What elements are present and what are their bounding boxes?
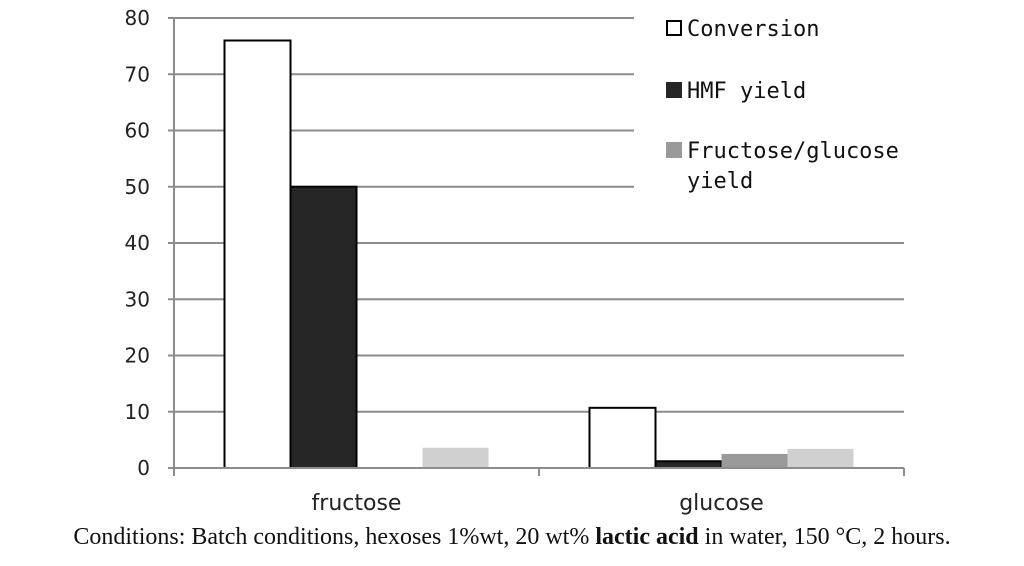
axes: 0 10 20 30 40 50 60 70 80 fructose glucose [125, 6, 905, 516]
y-tick-label-60: 60 [125, 119, 150, 143]
y-tick-label-40: 40 [125, 231, 150, 255]
bar-glucose-series-2 [654, 460, 723, 469]
legend: Conversion HMF yield Fructose/glucose yield [666, 17, 899, 194]
caption-text-start: Conditions: Batch conditions, hexoses 1%… [73, 524, 596, 550]
legend-label-3: Fructose/glucose [687, 139, 899, 164]
chart-caption: Conditions: Batch conditions, hexoses 1%… [0, 524, 1024, 551]
y-tick-label-10: 10 [125, 400, 150, 424]
bar-fructose-series-4 [422, 447, 489, 468]
caption-text-end: in water, 150 °C, 2 hours. [698, 524, 951, 550]
bars [223, 39, 854, 469]
y-tick-label-80: 80 [125, 6, 150, 30]
bar-glucose-series-3 [721, 453, 788, 468]
bar-fructose-series-2 [289, 185, 358, 469]
caption-bold-text: lactic acid [595, 524, 699, 550]
bar-chart: 0 10 20 30 40 50 60 70 80 fructose glucose Convers… [124, 6, 920, 516]
bar-glucose-series-4 [787, 448, 854, 468]
legend-label-3-line-2: yield [687, 169, 753, 194]
legend-swatch-1 [666, 20, 682, 36]
y-tick-label-70: 70 [125, 62, 150, 86]
legend-box [634, 10, 920, 202]
legend-label-2: HMF yield [687, 79, 806, 104]
legend-swatch-2 [666, 82, 682, 98]
y-tick-label-20: 20 [125, 344, 150, 368]
legend-label-1: Conversion [687, 17, 819, 42]
legend-swatch-3 [666, 142, 682, 158]
y-tick-label-50: 50 [125, 175, 150, 199]
x-category-label-fructose: fructose [312, 491, 402, 516]
y-tick-label-30: 30 [125, 287, 150, 311]
legend-background [634, 10, 920, 202]
y-tick-label-0: 0 [137, 456, 150, 480]
bar-glucose-series-1 [588, 406, 657, 469]
x-category-label-glucose: glucose [679, 491, 764, 516]
bar-fructose-series-1 [223, 39, 292, 469]
